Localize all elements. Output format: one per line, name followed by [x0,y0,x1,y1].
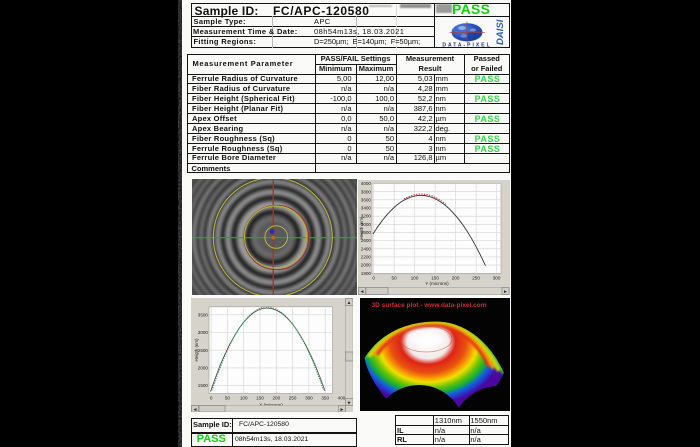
svg-text:0: 0 [209,395,212,400]
svg-text:2600: 2600 [361,238,372,243]
svg-text:2000: 2000 [197,365,208,370]
svg-text:◄: ◄ [360,289,365,295]
svg-text:200: 200 [452,275,460,280]
svg-text:3D surface plot - www.data-pix: 3D surface plot - www.data-pixel.com [371,302,486,309]
svg-text:▲: ▲ [346,300,351,306]
svg-text:Y (microns): Y (microns) [425,281,449,286]
svg-text:400: 400 [337,395,345,400]
svg-text:3200: 3200 [361,213,372,218]
svg-text:►: ► [503,289,508,295]
svg-text:2400: 2400 [361,246,372,251]
svg-text:3500: 3500 [197,312,208,317]
svg-text:1800: 1800 [361,270,372,275]
svg-text:►: ► [339,406,344,412]
svg-text:2500: 2500 [197,347,208,352]
svg-text:350: 350 [321,395,329,400]
svg-text:250: 250 [472,275,480,280]
svg-text:50: 50 [224,395,230,400]
svg-text:2800: 2800 [361,230,372,235]
svg-text:Heigth (nm): Heigth (nm) [359,215,364,238]
svg-text:100: 100 [239,395,247,400]
svg-text:3400: 3400 [361,205,372,210]
svg-text:Heigth (nm): Heigth (nm) [194,337,199,360]
svg-text:50: 50 [392,275,398,280]
svg-text:250: 250 [288,395,296,400]
svg-text:2000: 2000 [361,262,372,267]
svg-text:3000: 3000 [197,330,208,335]
svg-text:300: 300 [305,395,313,400]
svg-text:X (microns): X (microns) [259,402,283,407]
svg-text:2200: 2200 [361,254,372,259]
svg-text:3000: 3000 [361,221,372,226]
svg-text:3800: 3800 [361,189,372,194]
svg-text:DATA-PIXEL: DATA-PIXEL [442,42,491,47]
svg-text:100: 100 [411,275,419,280]
svg-text:▼: ▼ [346,400,351,406]
svg-text:◄: ◄ [192,406,197,412]
svg-text:4000: 4000 [361,181,372,186]
svg-text:1500: 1500 [197,383,208,388]
svg-text:300: 300 [493,275,501,280]
svg-text:0: 0 [372,275,375,280]
svg-text:150: 150 [431,275,439,280]
svg-text:150: 150 [256,395,264,400]
svg-text:3600: 3600 [361,197,372,202]
svg-text:200: 200 [272,395,280,400]
